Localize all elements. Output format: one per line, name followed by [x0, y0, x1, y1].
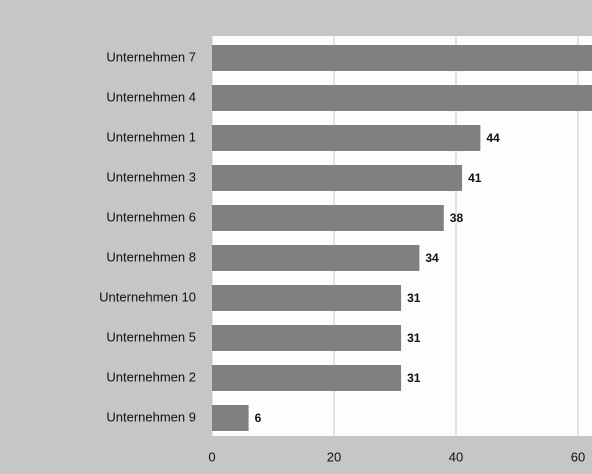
- y-tick-label: Unternehmen 6: [106, 209, 196, 224]
- data-label: 31: [407, 331, 421, 345]
- data-label: 6: [255, 411, 262, 425]
- y-tick-label: Unternehmen 10: [99, 289, 196, 304]
- y-tick-label: Unternehmen 7: [106, 49, 196, 64]
- y-tick-label: Unternehmen 2: [106, 369, 196, 384]
- bar: [212, 165, 463, 191]
- x-tick-label: 0: [208, 449, 215, 464]
- bar: [212, 285, 402, 311]
- data-label: 31: [407, 291, 421, 305]
- data-label: 44: [486, 131, 500, 145]
- data-label: 38: [450, 211, 464, 225]
- y-tick-label: Unternehmen 4: [106, 89, 196, 104]
- bar: [212, 405, 249, 431]
- y-tick-label: Unternehmen 1: [106, 129, 196, 144]
- bar: [212, 325, 402, 351]
- bar: [212, 45, 592, 71]
- bar: [212, 205, 444, 231]
- x-tick-label: 40: [449, 449, 463, 464]
- y-tick-label: Unternehmen 5: [106, 329, 196, 344]
- x-tick-label: 60: [571, 449, 585, 464]
- y-tick-label: Unternehmen 8: [106, 249, 196, 264]
- data-label: 41: [468, 171, 482, 185]
- bar: [212, 365, 402, 391]
- bar: [212, 245, 420, 271]
- data-label: 31: [407, 371, 421, 385]
- bar: [212, 85, 592, 111]
- data-label: 34: [425, 251, 439, 265]
- y-tick-label: Unternehmen 3: [106, 169, 196, 184]
- x-tick-label: 20: [327, 449, 341, 464]
- y-tick-label: Unternehmen 9: [106, 409, 196, 424]
- bar: [212, 125, 481, 151]
